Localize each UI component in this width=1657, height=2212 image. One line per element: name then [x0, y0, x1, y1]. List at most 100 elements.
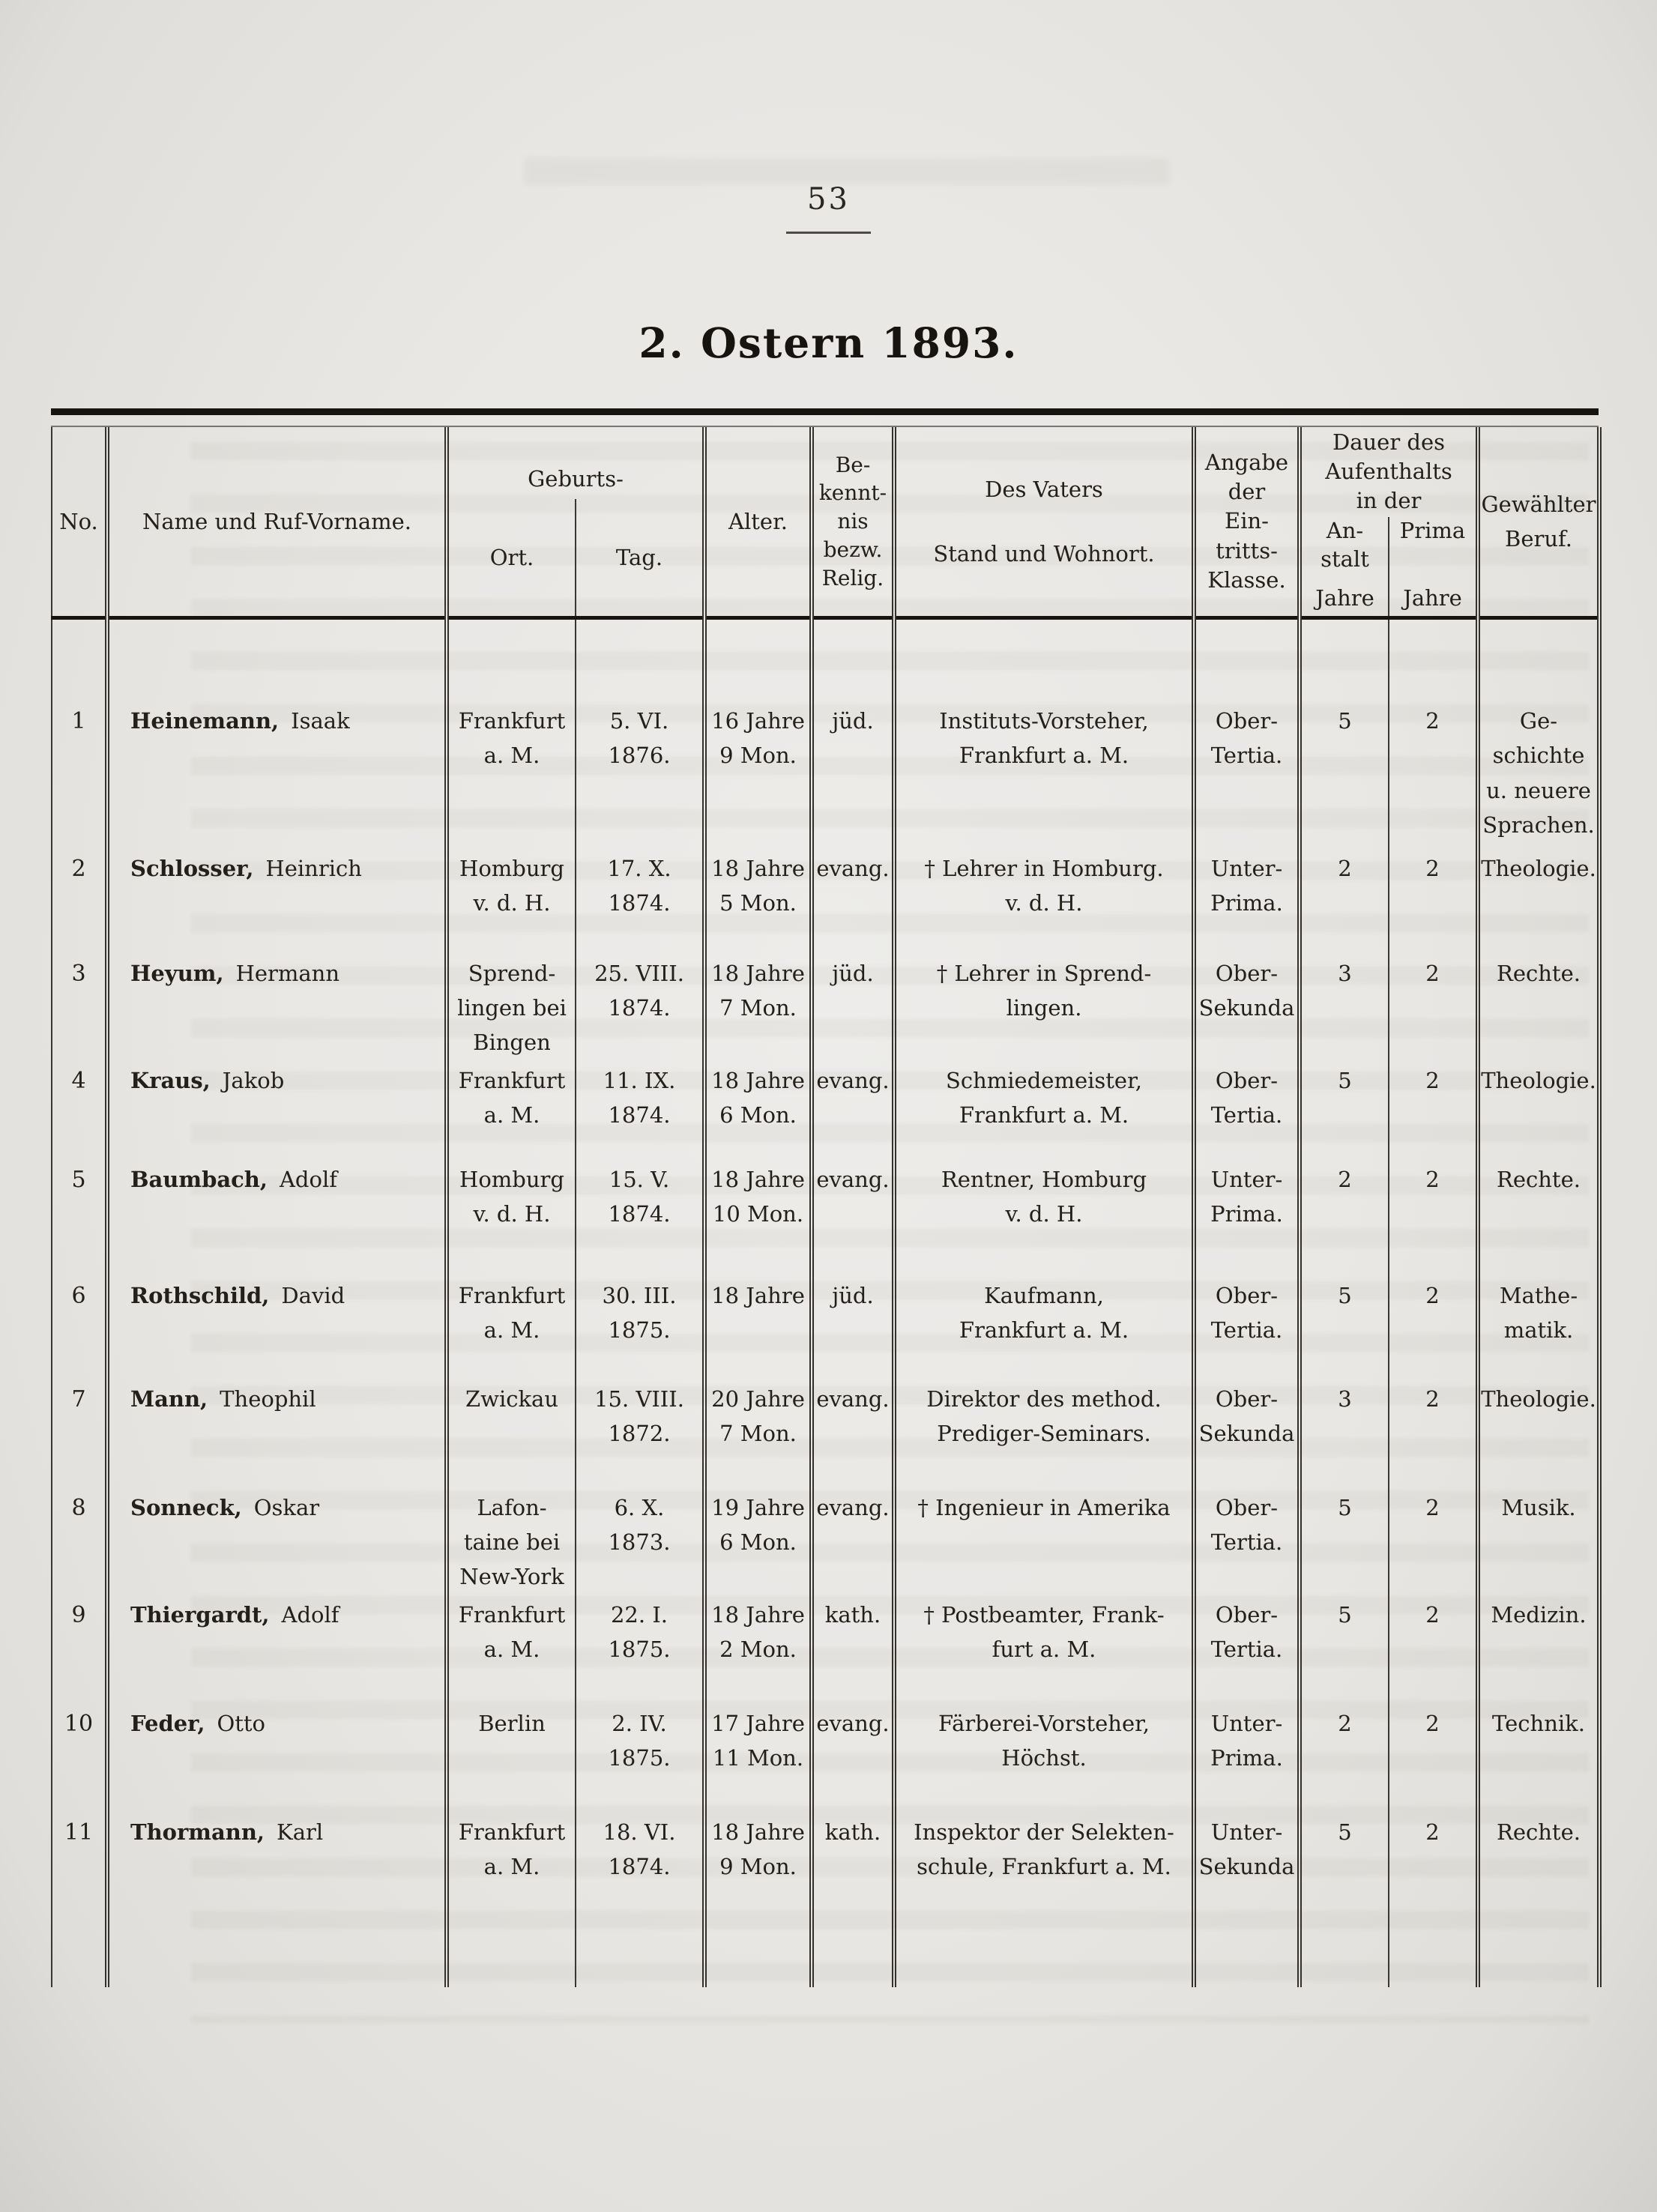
cell-entry-class: Unter- Prima. [1192, 1705, 1300, 1815]
cell-father: Inspektor der Selekten- schule, Frankfur… [892, 1814, 1194, 1987]
cell-birth-place: Homburg v. d. H. [444, 850, 576, 956]
table-row: 1 Heinemann, Isaak Frankfurt a. M. 5. VI.… [51, 617, 1602, 851]
cell-years-institution: 5 [1297, 617, 1389, 851]
cell-father: Instituts-Vorsteher, Frankfurt a. M. [892, 617, 1194, 851]
col-header-vater: Des Vaters Stand und Wohnort. [892, 427, 1194, 620]
cell-age: 18 Jahre 2 Mon. [702, 1597, 812, 1706]
cell-years-institution: 5 [1297, 1278, 1389, 1382]
cell-years-prima: 2 [1388, 1063, 1478, 1162]
cell-name: Thiergardt, Adolf [105, 1597, 447, 1706]
prima-label: Prima [1399, 518, 1466, 543]
cell-father: Schmiedemeister, Frankfurt a. M. [892, 1063, 1194, 1162]
col-header-no: No. [51, 427, 107, 620]
cell-father: † Postbeamter, Frank- furt a. M. [892, 1597, 1194, 1706]
cell-years-prima: 2 [1388, 617, 1478, 851]
cell-no: 11 [51, 1814, 107, 1987]
cell-birth-date: 11. IX. 1874. [575, 1063, 704, 1162]
cell-birth-place: Lafon- taine bei New-York [444, 1490, 576, 1598]
cell-birth-date: 30. III. 1875. [575, 1278, 704, 1382]
cell-profession: Technik. [1476, 1705, 1602, 1815]
surname: Heinemann, [130, 708, 280, 734]
cell-years-prima: 2 [1388, 850, 1478, 956]
cell-profession: Rechte. [1476, 1814, 1602, 1987]
anstalt-label: An- stalt [1321, 518, 1369, 572]
cell-no: 4 [51, 1063, 107, 1162]
cell-age: 18 Jahre 9 Mon. [702, 1814, 812, 1987]
surname: Thiergardt, [130, 1601, 270, 1628]
cell-no: 2 [51, 850, 107, 956]
cell-name: Baumbach, Adolf [105, 1161, 447, 1278]
cell-birth-place: Zwickau [444, 1381, 576, 1490]
cell-no: 8 [51, 1490, 107, 1598]
cell-entry-class: Unter- Sekunda [1192, 1814, 1300, 1987]
table-row: 9 Thiergardt, Adolf Frankfurt a. M. 22. I… [51, 1597, 1602, 1706]
cell-father: † Ingenieur in Amerika [892, 1490, 1194, 1598]
cell-father: Färberei-Vorsteher, Höchst. [892, 1705, 1194, 1815]
given-name: Theophil [220, 1385, 316, 1412]
cell-religion: evang. [809, 1705, 894, 1815]
given-name: Hermann [235, 960, 340, 986]
cell-father: Rentner, Homburg v. d. H. [892, 1161, 1194, 1278]
cell-years-institution: 5 [1297, 1814, 1389, 1987]
cell-entry-class: Ober- Tertia. [1192, 1278, 1300, 1382]
vater-label-2: Stand und Wohnort. [933, 541, 1155, 566]
cell-birth-place: Frankfurt a. M. [444, 1814, 576, 1987]
cell-no: 1 [51, 617, 107, 851]
cell-birth-place: Frankfurt a. M. [444, 617, 576, 851]
cell-father: † Lehrer in Sprend- lingen. [892, 955, 1194, 1063]
cell-no: 3 [51, 955, 107, 1063]
anstalt-jahre-label: Jahre [1315, 585, 1374, 611]
page-number-wrap: 53 [0, 182, 1657, 234]
cell-name: Heinemann, Isaak [105, 617, 447, 851]
header-row: No. Name und Ruf-Vorname. Geburts- Ort. … [51, 427, 1602, 620]
cell-entry-class: Ober- Tertia. [1192, 1597, 1300, 1706]
cell-profession: Medizin. [1476, 1597, 1602, 1706]
prima-jahre-label: Jahre [1403, 585, 1462, 611]
cell-age: 18 Jahre 5 Mon. [702, 850, 812, 956]
table-row: 11 Thormann, Karl Frankfurt a. M. 18. VI.… [51, 1814, 1602, 1987]
cell-name: Kraus, Jakob [105, 1063, 447, 1162]
cell-birth-date: 17. X. 1874. [575, 850, 704, 956]
given-name: Adolf [281, 1601, 339, 1628]
cell-birth-date: 15. VIII. 1872. [575, 1381, 704, 1490]
cell-years-prima: 2 [1388, 1814, 1478, 1987]
cell-years-institution: 2 [1297, 850, 1389, 956]
cell-birth-date: 6. X. 1873. [575, 1490, 704, 1598]
cell-entry-class: Ober- Sekunda [1192, 955, 1300, 1063]
cell-father: † Lehrer in Homburg. v. d. H. [892, 850, 1194, 956]
table-row: 3 Heyum, Hermann Sprend- lingen bei Binge… [51, 955, 1602, 1063]
cell-age: 18 Jahre 7 Mon. [702, 955, 812, 1063]
cell-entry-class: Ober- Tertia. [1192, 1490, 1300, 1598]
given-name: Karl [277, 1819, 324, 1845]
cell-birth-date: 5. VI. 1876. [575, 617, 704, 851]
cell-birth-date: 2. IV. 1875. [575, 1705, 704, 1815]
col-header-dauer: Dauer des Aufenthalts in der An- stalt J… [1297, 427, 1478, 620]
cell-years-institution: 5 [1297, 1490, 1389, 1598]
cell-birth-date: 18. VI. 1874. [575, 1814, 704, 1987]
cell-profession: Ge- schichte u. neuere Sprachen. [1476, 617, 1602, 851]
given-name: Heinrich [265, 855, 362, 881]
cell-age: 17 Jahre 11 Mon. [702, 1705, 812, 1815]
table-row: 5 Baumbach, Adolf Homburg v. d. H. 15. V.… [51, 1161, 1602, 1278]
cell-name: Sonneck, Oskar [105, 1490, 447, 1598]
given-name: David [281, 1282, 345, 1308]
cell-name: Mann, Theophil [105, 1381, 447, 1490]
table-row: 4 Kraus, Jakob Frankfurt a. M. 11. IX. 18… [51, 1063, 1602, 1162]
cell-name: Thormann, Karl [105, 1814, 447, 1987]
cell-years-institution: 3 [1297, 1381, 1389, 1490]
cell-years-institution: 3 [1297, 955, 1389, 1063]
cell-religion: jüd. [809, 1278, 894, 1382]
cell-years-institution: 5 [1297, 1597, 1389, 1706]
table-row: 10 Feder, Otto Berlin 2. IV. 1875. 17 Jah… [51, 1705, 1602, 1815]
cell-religion: evang. [809, 1161, 894, 1278]
cell-entry-class: Unter- Prima. [1192, 850, 1300, 956]
cell-religion: evang. [809, 1381, 894, 1490]
cell-profession: Theologie. [1476, 1381, 1602, 1490]
given-name: Isaak [291, 708, 350, 734]
given-name: Adolf [279, 1166, 337, 1192]
cell-no: 5 [51, 1161, 107, 1278]
cell-birth-place: Frankfurt a. M. [444, 1597, 576, 1706]
geburts-label: Geburts- [528, 465, 624, 492]
table-row: 6 Rothschild, David Frankfurt a. M. 30. I… [51, 1278, 1602, 1382]
